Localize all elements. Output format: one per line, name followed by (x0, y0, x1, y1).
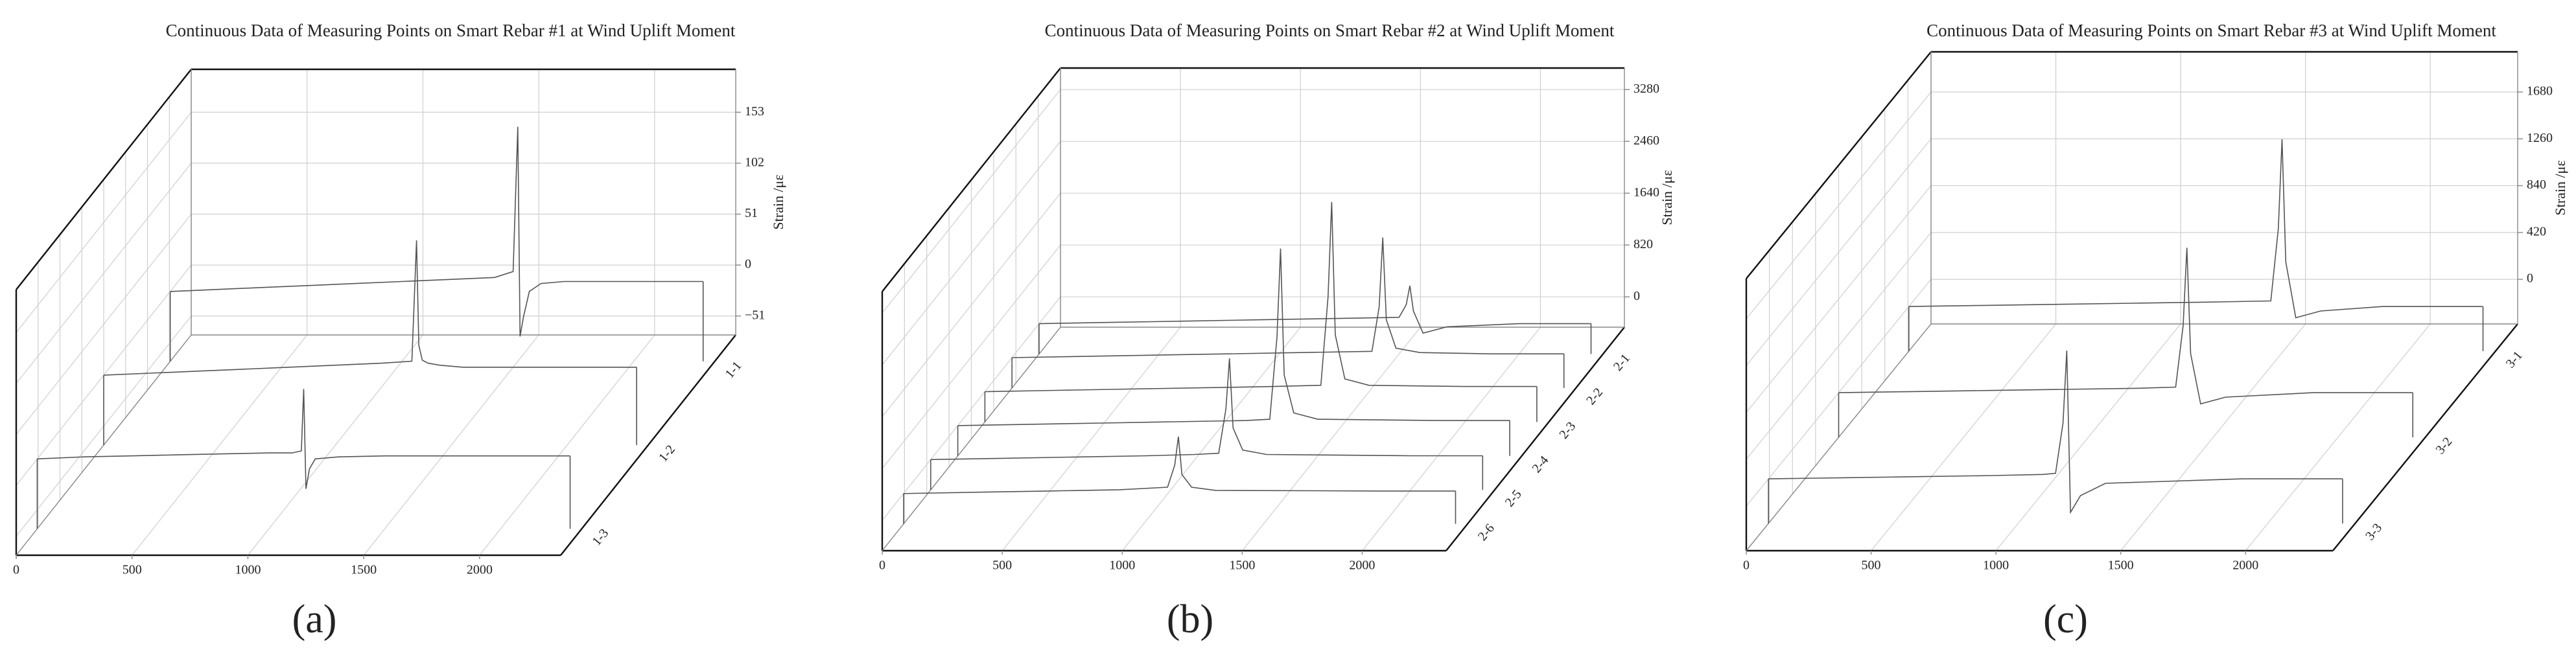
series-label: 3-3 (2363, 521, 2385, 544)
series-line (1012, 237, 1564, 358)
grid-line (1001, 327, 1181, 551)
x-tick-label: 1500 (351, 563, 377, 577)
chart-title: Continuous Data of Measuring Points on S… (1926, 21, 2496, 40)
grid-line (1241, 327, 1421, 551)
series-label: 2-2 (1584, 385, 1606, 408)
panel: 0 420 840 1260 1680 Strain /με 0 500 1000 1500 200… (1743, 21, 2568, 641)
series-line (985, 201, 1537, 393)
series-label: 2-3 (1556, 419, 1578, 442)
y-tick-label: 153 (745, 104, 764, 119)
box-edge (560, 334, 736, 556)
y-tick-label: 820 (1633, 237, 1653, 251)
x-tick-label: 1500 (2108, 558, 2134, 573)
series-label: 2-1 (1611, 351, 1633, 374)
series-line (1908, 139, 2483, 319)
grid-line (1361, 327, 1541, 551)
chart-title: Continuous Data of Measuring Points on S… (1045, 21, 1615, 40)
x-tick-label: 2000 (467, 563, 493, 577)
y-tick-label: 102 (745, 155, 764, 169)
grid-line (2245, 323, 2431, 551)
grid-line (132, 334, 308, 556)
series-line (37, 389, 570, 489)
x-tick-label: 2000 (1349, 558, 1375, 573)
series-label: 2-4 (1530, 454, 1552, 476)
y-tick-label: 0 (745, 257, 751, 271)
y-tick-label: 840 (2527, 178, 2546, 192)
y-tick-label: 51 (745, 206, 758, 220)
z-axis-label: Strain /με (770, 174, 786, 229)
box-edge (1446, 327, 1625, 551)
grid-line (1995, 323, 2181, 551)
x-tick-label: 1000 (1983, 558, 2009, 573)
x-tick-label: 2000 (2232, 558, 2258, 573)
y-tick-label: 0 (2527, 271, 2533, 286)
series-label: 1-1 (723, 359, 745, 382)
y-tick-label: 1260 (2527, 131, 2553, 145)
series-line (930, 358, 1483, 461)
panel-label: (a) (292, 597, 337, 641)
x-tick-label: 0 (879, 558, 885, 573)
box-edge (16, 69, 192, 290)
series-line (1038, 285, 1591, 334)
series-label: 2-5 (1503, 487, 1525, 510)
series-line (1838, 247, 2413, 405)
x-tick-label: 500 (992, 558, 1012, 573)
z-axis-label: Strain /με (1659, 170, 1675, 225)
grid-line (2120, 323, 2306, 551)
series-line (957, 248, 1510, 426)
series-line (1768, 350, 2343, 514)
y-tick-label: 420 (2527, 224, 2546, 238)
grid-line (479, 334, 655, 556)
series-label: 1-2 (656, 442, 678, 465)
series-line (103, 240, 637, 376)
y-tick-label: 3280 (1633, 82, 1659, 96)
grid-line (1121, 327, 1301, 551)
series-line (170, 126, 703, 337)
x-tick-label: 500 (1862, 558, 1881, 573)
x-tick-label: 500 (123, 563, 142, 577)
box-edge (1746, 51, 1932, 279)
x-tick-label: 0 (1743, 558, 1750, 573)
series-line (903, 436, 1456, 494)
x-tick-label: 1000 (1109, 558, 1135, 573)
y-tick-label: −51 (745, 308, 765, 322)
panel-label: (b) (1167, 597, 1213, 641)
series-label: 2-6 (1475, 521, 1497, 544)
x-tick-label: 1000 (235, 563, 261, 577)
series-label: 3-2 (2433, 435, 2455, 457)
box-edge (882, 67, 1061, 292)
box-edge (882, 327, 1061, 551)
box-edge (2332, 323, 2518, 551)
chart-title: Continuous Data of Measuring Points on S… (166, 21, 736, 40)
y-tick-label: 1640 (1633, 185, 1659, 200)
z-axis-label: Strain /με (2552, 160, 2568, 215)
y-tick-label: 1680 (2527, 84, 2553, 98)
series-label: 1-3 (589, 526, 611, 549)
x-tick-label: 0 (13, 563, 19, 577)
y-tick-label: 2460 (1633, 133, 1659, 148)
grid-line (363, 334, 539, 556)
grid-line (1871, 323, 2057, 551)
grid-line (247, 334, 423, 556)
panel: −51 0 51 102 153 Strain /με 0 500 1000 1500 2000 1-… (13, 21, 786, 641)
series-label: 3-1 (2503, 349, 2525, 371)
x-tick-label: 1500 (1229, 558, 1255, 573)
panel: 0 820 1640 2460 3280 Strain /με 0 500 1000 1500 20… (879, 21, 1675, 641)
panel-label: (c) (2043, 597, 2088, 641)
y-tick-label: 0 (1633, 289, 1640, 303)
